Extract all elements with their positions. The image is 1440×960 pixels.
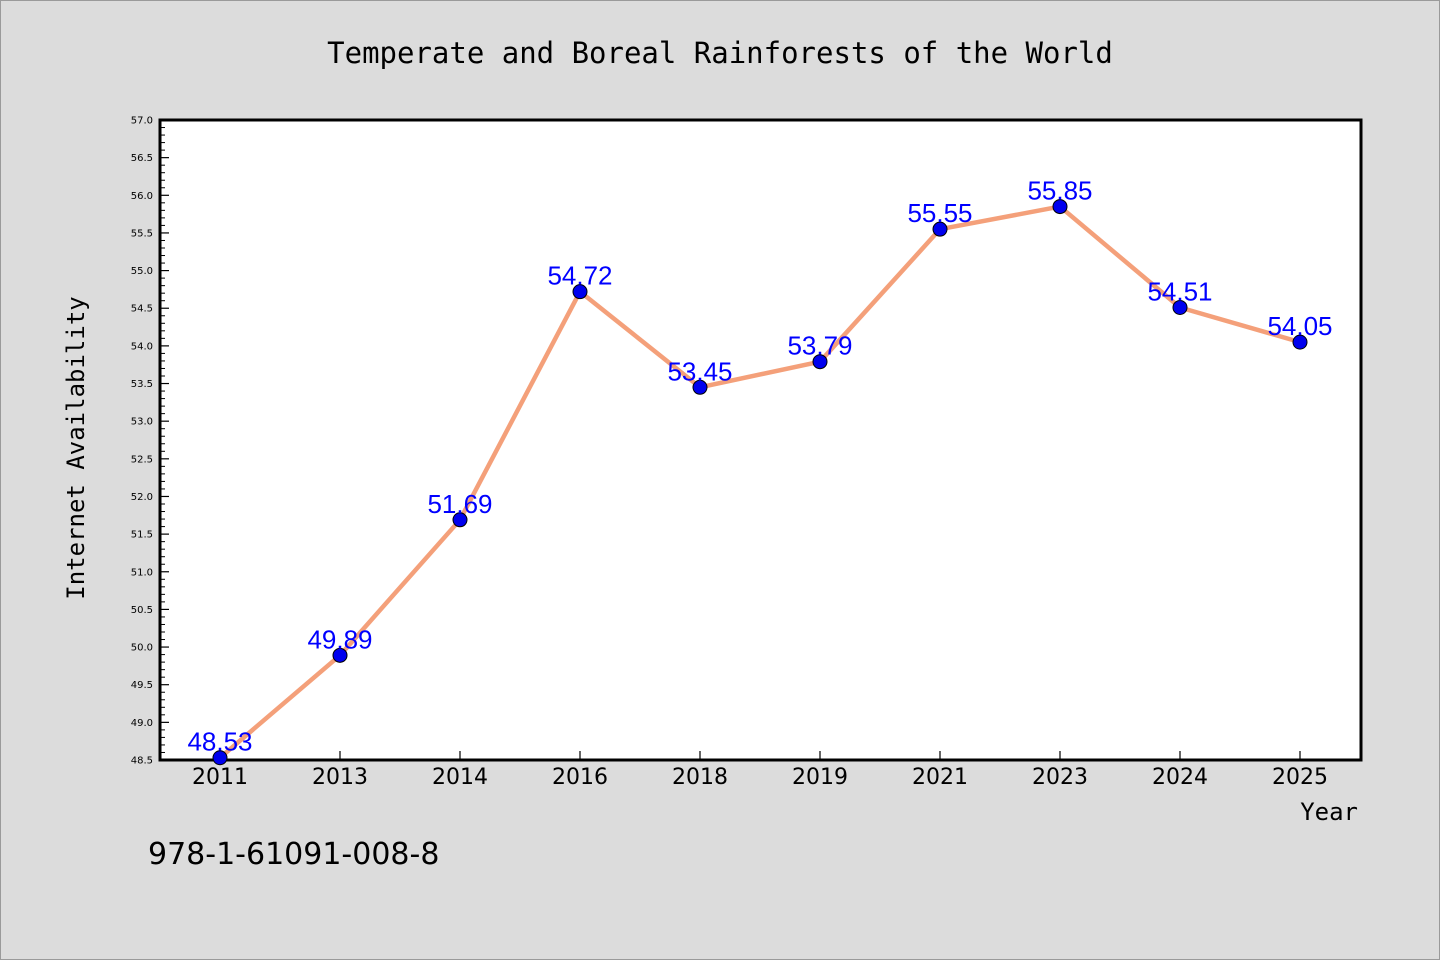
y-tick-label: 55.0 [131, 266, 153, 277]
y-tick-label: 52.5 [131, 454, 153, 465]
x-tick-label: 2013 [312, 765, 368, 790]
data-point [1052, 199, 1068, 215]
chart-title: Temperate and Boreal Rainforests of the … [327, 36, 1113, 70]
x-axis: 2011 2013 2014 2016 2018 2019 2021 2023 2024 2025 [192, 751, 1328, 790]
x-tick-label: 2023 [1032, 765, 1088, 790]
footer-isbn: 978-1-61091-008-8 [148, 837, 439, 872]
y-tick-label: 51.5 [131, 530, 153, 541]
y-tick-label: 54.5 [131, 304, 153, 315]
plot-area [158, 118, 1363, 762]
y-tick-label: 50.0 [131, 643, 153, 654]
series-polyline [218, 204, 1301, 760]
y-tick-label: 53.0 [131, 417, 153, 428]
y-tick-label: 54.0 [131, 341, 153, 352]
data-point [932, 221, 948, 237]
y-tick-label: 53.5 [131, 379, 153, 390]
data-point [212, 750, 228, 766]
y-tick-label: 56.0 [131, 191, 153, 202]
x-tick-label: 2016 [552, 765, 608, 790]
data-point [332, 647, 348, 663]
data-point [1292, 334, 1308, 350]
data-label: 53.79 [787, 331, 852, 361]
data-label: 48.53 [187, 727, 252, 757]
x-tick-label: 2021 [912, 765, 968, 790]
y-tick-label: 51.0 [131, 567, 153, 578]
y-tick-label: 57.0 [131, 116, 153, 127]
data-point [692, 379, 708, 395]
y-axis: 48.5 49.0 49.5 50.0 50.5 51.0 51.5 52.0 52.5 53.0… [131, 116, 169, 767]
data-label: 55.85 [1027, 176, 1092, 206]
y-tick-label: 48.5 [131, 756, 153, 767]
data-label: 49.89 [307, 624, 372, 654]
data-label: 54.05 [1267, 311, 1332, 341]
y-tick-label: 55.5 [131, 228, 153, 239]
x-tick-label: 2024 [1152, 765, 1208, 790]
data-label: 54.51 [1147, 276, 1212, 306]
x-tick-label: 2019 [792, 765, 848, 790]
data-labels: 48.53 49.89 51.69 54.72 53.45 53.79 55.55 55.85… [187, 176, 1332, 757]
y-tick-label: 50.5 [131, 605, 153, 616]
x-tick-label: 2014 [432, 765, 488, 790]
y-tick-label: 49.0 [131, 718, 153, 729]
y-axis-title: Internet Availability [62, 296, 90, 599]
x-tick-label: 2025 [1272, 765, 1328, 790]
x-axis-title: Year [1300, 798, 1358, 826]
y-tick-label: 49.5 [131, 680, 153, 691]
data-label: 55.55 [907, 198, 972, 228]
data-point [1172, 299, 1188, 315]
series-line [218, 204, 1301, 760]
data-label: 54.72 [547, 261, 612, 291]
x-tick-label: 2011 [192, 765, 248, 790]
y-tick-label: 56.5 [131, 153, 153, 164]
y-tick-label: 52.0 [131, 492, 153, 503]
data-point [812, 354, 828, 370]
data-label: 53.45 [667, 356, 732, 386]
x-tick-label: 2018 [672, 765, 728, 790]
data-label: 51.69 [427, 489, 492, 519]
series-markers [212, 199, 1308, 766]
data-point [452, 512, 468, 528]
data-point [572, 284, 588, 300]
